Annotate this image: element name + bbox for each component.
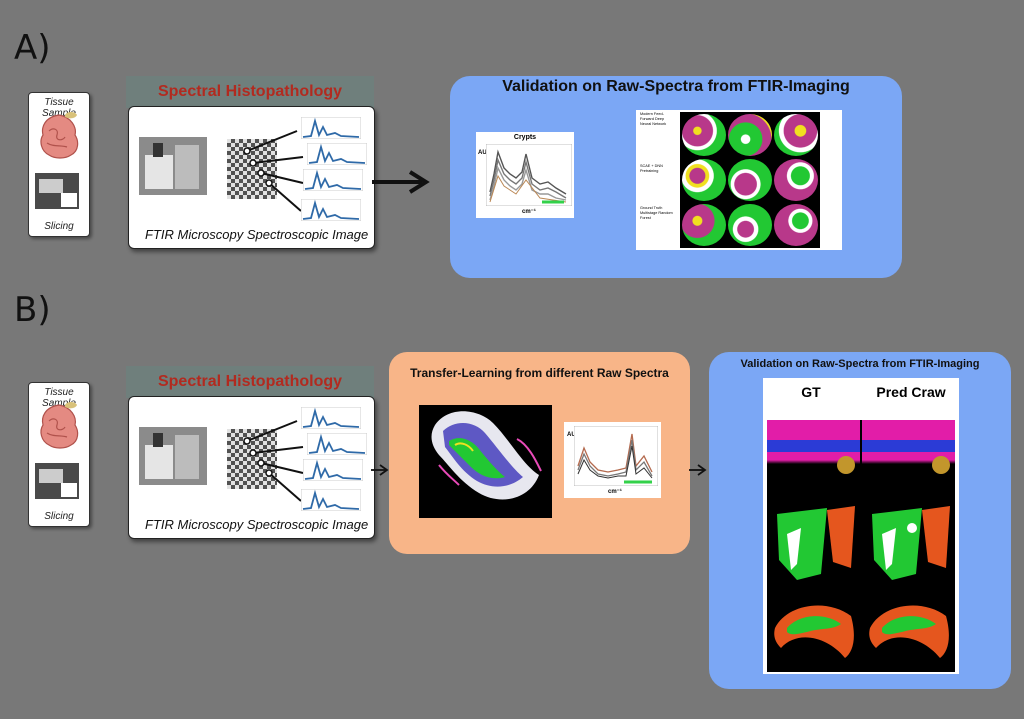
spectral-histopathology-header: Spectral Histopathology — [126, 76, 374, 108]
spectrum-icon — [303, 459, 363, 481]
ftir-microscope-photo — [139, 137, 207, 195]
comparison-image-grid — [767, 420, 955, 672]
spectra-plot — [486, 144, 572, 206]
spectra-connectors — [243, 420, 304, 502]
spectral-histopathology-title: Spectral Histopathology — [157, 373, 343, 390]
ftir-card: FTIR Microscopy Spectroscopic Image — [128, 396, 375, 539]
spectrum-icon — [307, 433, 367, 455]
gt-image-3 — [767, 588, 860, 672]
crypts-spectra-chart: Crypts AU cm⁻¹ — [476, 132, 574, 218]
transfer-learning-title: Transfer-Learning from different Raw Spe… — [410, 366, 669, 380]
spectral-histopathology-title: Spectral Histopathology — [157, 83, 343, 100]
pred-image-1 — [862, 420, 955, 500]
column-header-gt: GT — [801, 384, 821, 400]
spectrum-icon — [307, 143, 367, 165]
slicing-label: Slicing — [44, 221, 74, 232]
slicing-photo — [35, 463, 79, 499]
arrow-right-icon — [372, 170, 430, 194]
spectral-histopathology-header: Spectral Histopathology — [126, 366, 374, 398]
slicing-photo — [35, 173, 79, 209]
validation-panel-b: Validation on Raw-Spectra from FTIR-Imag… — [709, 352, 1011, 689]
validation-title-b: Validation on Raw-Spectra from FTIR-Imag… — [740, 358, 980, 370]
ftir-caption: FTIR Microscopy Spectroscopic Image — [145, 227, 369, 242]
column-header-pred: Pred Craw — [876, 384, 946, 400]
intestine-icon — [40, 402, 79, 449]
chart-xlabel: cm⁻¹ — [522, 209, 536, 215]
row-label-2: Ground Truth Multistage Random Forest — [640, 206, 673, 220]
spectrum-icon — [301, 407, 361, 429]
chart-ylabel: AU — [567, 432, 576, 438]
validation-title-a: Validation on Raw-Spectra from FTIR-Imag… — [502, 78, 850, 95]
tissue-sample-label: Tissue Sample — [42, 97, 76, 119]
gt-image-1 — [767, 420, 860, 500]
tissue-sample-card: Tissue Sample Slicing — [28, 382, 90, 527]
gt-image-2 — [767, 504, 860, 584]
spectrum-icon — [301, 489, 361, 511]
arrow-right-icon — [371, 464, 389, 476]
section-a-label: A) — [14, 28, 51, 68]
ftir-card: FTIR Microscopy Spectroscopic Image — [128, 106, 375, 249]
row-label-0: Modern Feed-Forward Deep Neural Network — [640, 112, 667, 126]
segmentation-grid-a: Modern Feed-Forward Deep Neural Network … — [636, 110, 842, 250]
intestine-icon — [40, 112, 79, 159]
spectrum-icon — [301, 199, 361, 221]
ftir-microscope-photo — [139, 427, 207, 485]
gt-vs-pred-comparison: GT Pred Craw — [763, 378, 959, 674]
spectra-connectors — [243, 130, 304, 212]
tissue-sample-card: Tissue Sample Slicing — [28, 92, 90, 237]
validation-panel-a: Validation on Raw-Spectra from FTIR-Imag… — [450, 76, 902, 278]
slicing-label: Slicing — [44, 511, 74, 522]
chart-title: Crypts — [513, 134, 537, 141]
section-b-label: B) — [14, 290, 51, 330]
transfer-learning-panel: Transfer-Learning from different Raw Spe… — [389, 352, 690, 554]
chart-ylabel: AU — [478, 150, 487, 156]
row-label-1: SCAE + DNN Pretraining — [640, 164, 663, 173]
transfer-spectra-chart: AU cm⁻¹ — [564, 422, 661, 498]
ftir-caption: FTIR Microscopy Spectroscopic Image — [145, 517, 369, 532]
arrow-right-icon — [689, 464, 707, 476]
pred-image-2 — [862, 504, 955, 584]
pred-image-3 — [862, 588, 955, 672]
tissue-segmentation-image — [419, 405, 552, 518]
spectra-plot — [574, 426, 658, 486]
chart-xlabel: cm⁻¹ — [608, 489, 622, 495]
spectrum-icon — [301, 117, 361, 139]
spectrum-icon — [303, 169, 363, 191]
segmentation-image — [680, 112, 820, 248]
tissue-sample-label: Tissue Sample — [42, 387, 76, 409]
